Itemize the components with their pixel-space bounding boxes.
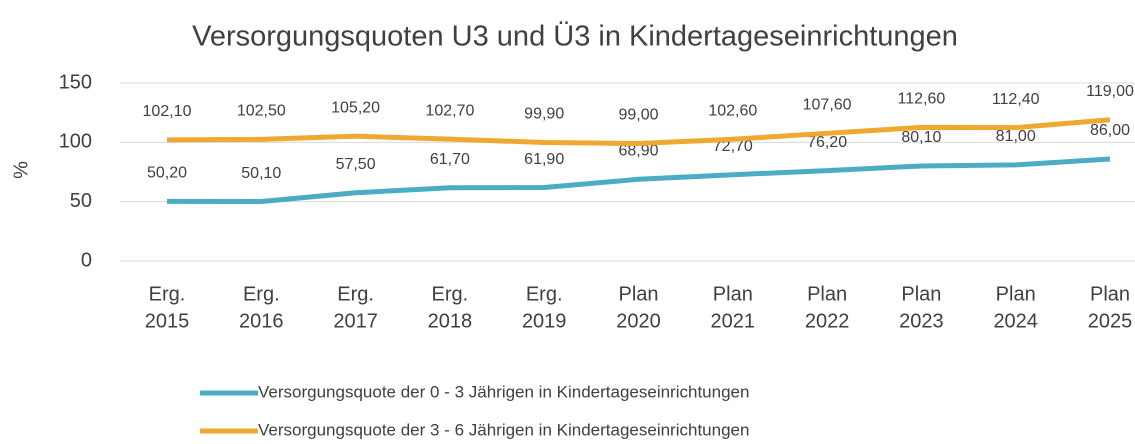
x-tick-label: 2016 [239, 310, 284, 332]
data-label: 102,10 [143, 103, 192, 120]
data-label: 119,00 [1086, 83, 1134, 100]
data-label: 76,20 [807, 134, 847, 151]
x-tick-label: 2020 [616, 310, 661, 332]
x-tick-label: 2017 [333, 310, 378, 332]
y-tick-label: 150 [59, 71, 92, 93]
x-tick-label: Plan [901, 283, 941, 305]
legend-label: Versorgungsquote der 3 - 6 Jährigen in K… [258, 420, 749, 439]
x-tick-label: Plan [1090, 283, 1130, 305]
x-tick-label: Erg. [149, 283, 186, 305]
x-tick-label: 2022 [805, 310, 850, 332]
x-tick-label: Plan [996, 283, 1036, 305]
y-tick-label: 100 [59, 131, 92, 153]
data-label: 107,60 [803, 97, 852, 114]
x-tick-label: Plan [618, 283, 658, 305]
data-label: 80,10 [901, 129, 941, 146]
x-tick-label: 2015 [145, 310, 190, 332]
x-tick-label: Plan [713, 283, 753, 305]
data-label: 102,60 [708, 102, 757, 119]
x-tick-label: Plan [807, 283, 847, 305]
y-axis-label: % [10, 161, 32, 179]
data-label: 68,90 [618, 142, 658, 159]
data-label: 112,40 [992, 91, 1040, 108]
legend-label: Versorgungsquote der 0 - 3 Jährigen in K… [258, 382, 749, 401]
series-line [166, 117, 1111, 147]
data-label: 81,00 [996, 128, 1036, 145]
x-tick-label: 2025 [1088, 310, 1133, 332]
x-tick-label: Erg. [432, 283, 469, 305]
y-tick-label: 50 [70, 190, 92, 212]
data-label: 86,00 [1090, 122, 1130, 139]
data-label: 50,20 [147, 165, 187, 182]
x-tick-label: Erg. [243, 283, 280, 305]
data-label: 102,70 [425, 102, 474, 119]
x-tick-label: Erg. [337, 283, 374, 305]
y-tick-label: 0 [81, 249, 92, 271]
data-label: 112,60 [898, 91, 946, 108]
x-tick-label: 2023 [899, 310, 944, 332]
series-line [166, 156, 1111, 205]
data-label: 57,50 [336, 156, 376, 173]
x-tick-label: 2024 [993, 310, 1038, 332]
data-label: 99,00 [618, 107, 658, 124]
data-label: 99,90 [524, 106, 564, 123]
chart-title: Versorgungsquoten U3 und Ü3 in Kindertag… [192, 21, 958, 53]
x-tick-label: 2019 [522, 310, 567, 332]
data-label: 61,70 [430, 151, 470, 168]
data-label: 105,20 [331, 99, 380, 116]
x-tick-label: 2021 [711, 310, 756, 332]
x-tick-label: Erg. [526, 283, 563, 305]
x-tick-label: 2018 [428, 310, 473, 332]
data-label: 50,10 [241, 165, 281, 182]
data-label: 61,90 [524, 151, 564, 168]
data-label: 102,50 [237, 103, 286, 120]
